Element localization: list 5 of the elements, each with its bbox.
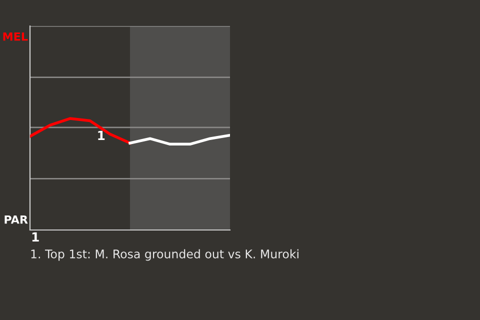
text: 1. Top 1st: M. Rosa grounded out vs K. Muroki [31, 249, 298, 261]
annotation: 1 [98, 130, 105, 140]
text: 1 [32, 232, 39, 242]
text: PAR [4, 216, 28, 224]
text: MEL [3, 32, 28, 41]
